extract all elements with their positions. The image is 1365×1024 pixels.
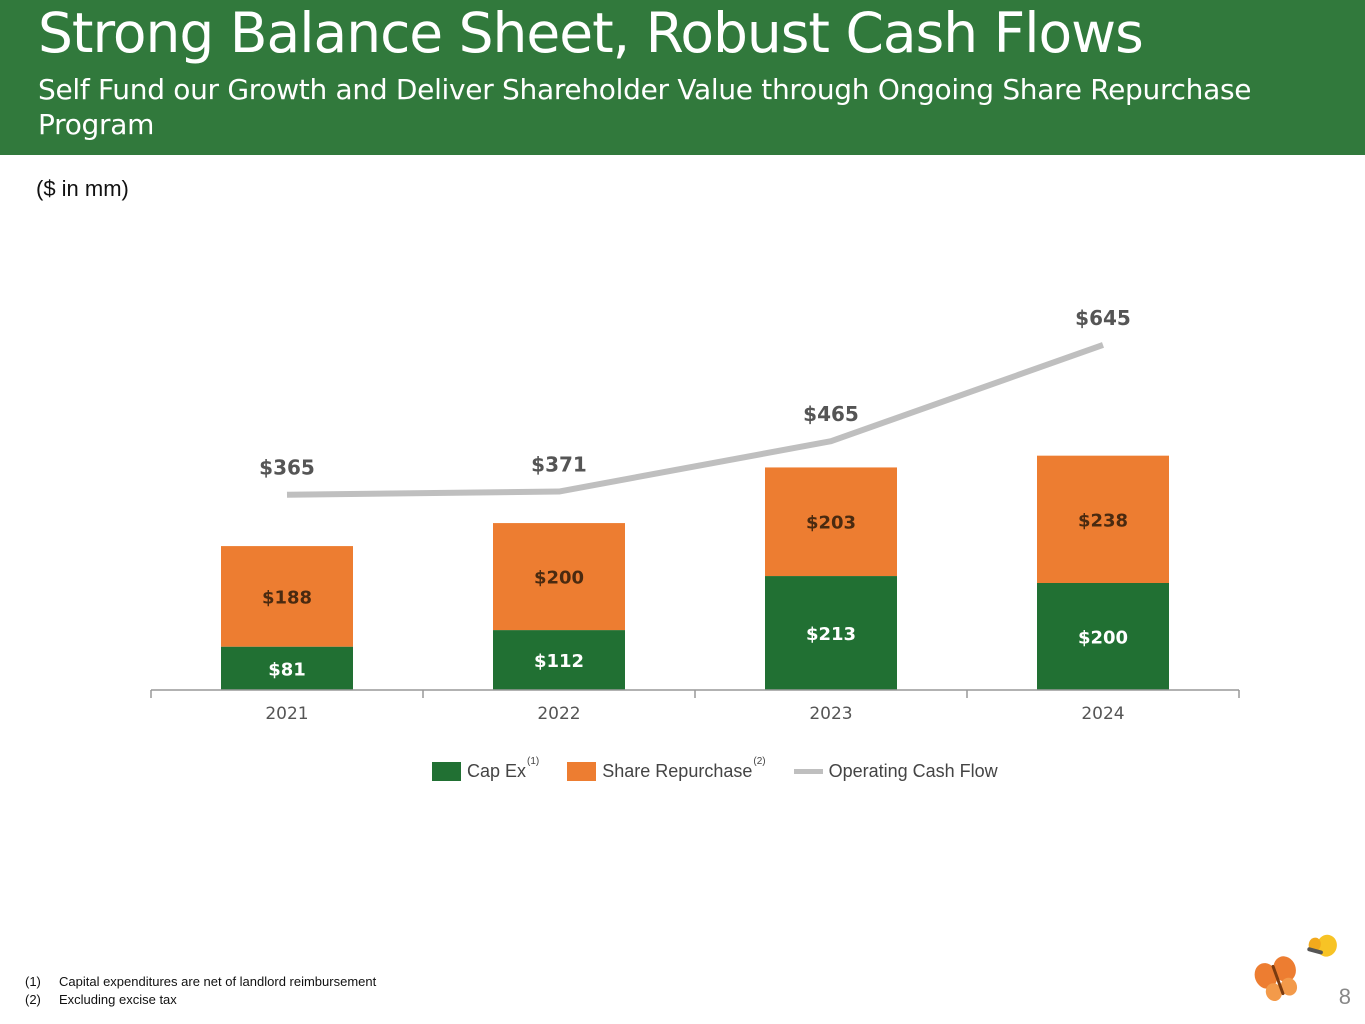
bar-label-share-repurchase-2021: $188 [262,587,312,608]
footnote-2: (2) Excluding excise tax [25,991,376,1009]
bar-label-share-repurchase-2023: $203 [806,513,856,534]
legend-item-operating-cash-flow: Operating Cash Flow [793,760,998,782]
units-label: ($ in mm) [36,176,129,201]
legend-label-capex: Cap Ex [467,760,527,781]
page-title: Strong Balance Sheet, Robust Cash Flows [38,1,1144,65]
footnote-1-text: Capital expenditures are net of landlord… [59,974,377,989]
bar-label-share-repurchase-2024: $238 [1078,510,1128,531]
x-tick-label-2024: 2024 [1081,704,1124,724]
bar-label-cap-ex-2024: $200 [1078,628,1128,649]
page-subtitle: Self Fund our Growth and Deliver Shareho… [38,73,1252,141]
bar-label-cap-ex-2023: $213 [806,624,856,645]
legend-swatch-share-repurchase [567,761,597,781]
legend-label-share-repurchase: Share Repurchase [602,760,753,781]
bar-label-cap-ex-2022: $112 [534,651,584,672]
line-label-operating-cash-flow-2024: $645 [1075,306,1131,330]
legend-note-capex: (1) [527,755,540,767]
legend-item-capex: Cap Ex (1) [432,756,539,782]
line-label-operating-cash-flow-2022: $371 [531,453,587,477]
bar-share-repurchase-2022 [493,523,625,631]
x-tick-label-2023: 2023 [809,704,852,724]
line-label-operating-cash-flow-2023: $465 [803,402,859,426]
bar-cap-ex-2022 [493,630,625,690]
bar-share-repurchase-2023 [765,467,897,577]
legend-swatch-capex [432,761,461,781]
bar-cap-ex-2024 [1037,583,1169,690]
bar-label-cap-ex-2021: $81 [268,659,306,680]
footnote-2-text: Excluding excise tax [59,992,177,1007]
footnote-2-number: (2) [25,992,41,1007]
legend-label-operating-cash-flow: Operating Cash Flow [828,760,998,781]
bar-cap-ex-2021 [221,646,353,690]
legend-swatch-operating-cash-flow [793,768,823,774]
legend-item-share-repurchase: Share Repurchase (2) [567,756,766,782]
footnote-1-number: (1) [25,974,41,989]
footnote-1: (1) Capital expenditures are net of land… [25,973,376,991]
bar-share-repurchase-2024 [1037,455,1169,583]
page-number: 8 [1338,984,1351,1009]
legend-note-share-repurchase: (2) [753,755,766,767]
footnotes: (1) Capital expenditures are net of land… [25,973,376,1009]
x-tick-label-2022: 2022 [537,704,580,724]
bar-share-repurchase-2021 [221,546,353,647]
bar-cap-ex-2023 [765,576,897,690]
chart-legend: Cap Ex (1) Share Repurchase (2) Operatin… [432,756,1026,786]
line-label-operating-cash-flow-2021: $365 [259,456,315,480]
header-banner: Strong Balance Sheet, Robust Cash Flows … [0,0,1365,155]
butterfly-logo-icon [1254,934,1337,1002]
bar-label-share-repurchase-2022: $200 [534,568,584,589]
x-tick-label-2021: 2021 [265,704,308,724]
line-operating-cash-flow [286,342,1105,498]
